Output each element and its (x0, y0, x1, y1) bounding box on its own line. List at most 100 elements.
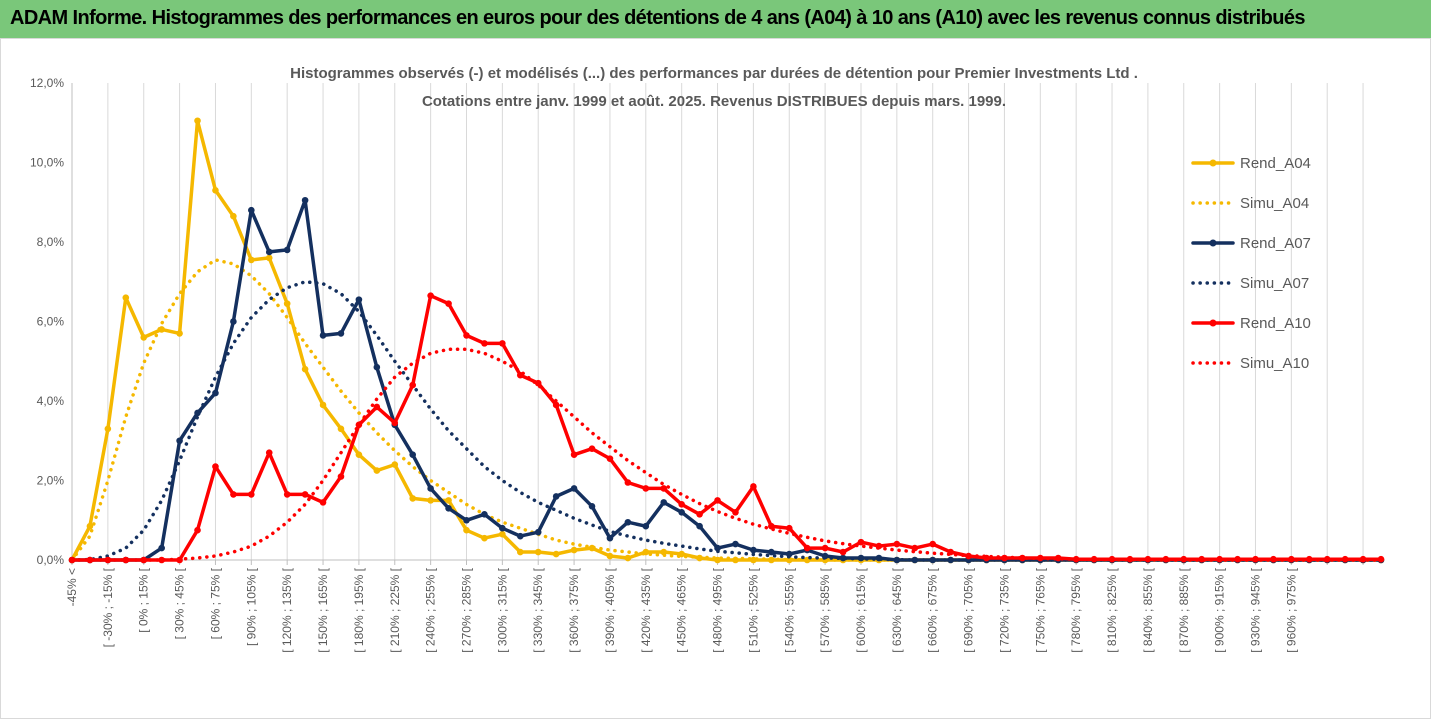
legend-item[interactable]: Rend_A10 (1191, 315, 1311, 332)
data-point (283, 246, 291, 254)
data-point (248, 256, 255, 264)
x-tick-label: [ 210% ; 225% [ (388, 567, 402, 652)
x-tick-label: [ 360% ; 375% [ (567, 567, 581, 652)
data-point (750, 546, 757, 554)
y-tick-label: 4,0% (37, 394, 65, 408)
legend-item[interactable]: Rend_A07 (1191, 235, 1311, 252)
data-point (732, 509, 739, 516)
x-tick-label: [ 510% ; 525% [ (746, 567, 760, 652)
data-point (248, 491, 255, 498)
data-point (409, 381, 416, 389)
data-point (194, 117, 201, 125)
data-point (319, 401, 327, 409)
data-point (732, 540, 739, 548)
legend-marker (1209, 239, 1217, 247)
y-tick-label: 6,0% (37, 315, 65, 329)
x-tick-label: [ 540% ; 555% [ (782, 567, 796, 652)
data-point (1126, 555, 1134, 563)
y-tick-label: 0,0% (37, 553, 65, 567)
series-line (70, 280, 1383, 562)
data-point (552, 493, 560, 500)
data-point (785, 556, 793, 564)
data-point (606, 552, 614, 560)
x-tick-label: [ 750% ; 765% [ (1033, 567, 1047, 652)
data-point (552, 550, 560, 558)
data-point (499, 340, 506, 347)
data-point (445, 505, 452, 512)
x-tick-label: [ 300% ; 315% [ (495, 567, 509, 652)
data-point (319, 332, 327, 339)
series-group (68, 117, 1385, 564)
data-point (355, 296, 363, 303)
x-tick-label: [ 690% ; 705% [ (962, 567, 976, 652)
x-tick-label: [ 900% ; 915% [ (1213, 567, 1227, 652)
data-point (570, 485, 578, 492)
data-point (499, 530, 506, 538)
x-tick-label: [ 810% ; 825% [ (1105, 567, 1119, 652)
series-line (70, 119, 1383, 562)
legend-item[interactable]: Simu_A07 (1191, 275, 1309, 292)
x-tick-label: [ 930% ; 945% [ (1248, 567, 1262, 652)
data-point (86, 522, 94, 530)
x-tick-label: [ 780% ; 795% [ (1069, 567, 1083, 652)
report-banner: ADAM Informe. Histogrammes des performan… (0, 0, 1431, 39)
data-point (660, 548, 668, 556)
data-point (355, 451, 363, 458)
y-tick-label: 8,0% (37, 235, 65, 249)
data-point (893, 540, 901, 548)
data-point (337, 330, 345, 337)
data-point (265, 449, 273, 456)
data-point (570, 546, 578, 554)
data-point (1377, 555, 1385, 563)
data-point (481, 510, 488, 518)
x-tick-label: [ -30% ; -15% [ (101, 567, 115, 647)
series-line (70, 347, 1383, 562)
data-point (678, 509, 685, 516)
legend-label: Rend_A04 (1240, 155, 1311, 172)
data-point (212, 463, 219, 470)
data-point (427, 485, 434, 492)
data-point (696, 510, 703, 518)
x-tick-label: [ 600% ; 615% [ (854, 567, 868, 652)
x-tick-label: [ 180% ; 195% [ (352, 567, 366, 652)
data-point (445, 497, 452, 504)
x-tick-label: [ 30% ; 45% [ (173, 567, 187, 639)
data-point (750, 483, 757, 490)
report-title: ADAM Informe. Histogrammes des performan… (10, 7, 1306, 29)
x-tick-label: [ 120% ; 135% [ (280, 567, 294, 652)
data-point (1090, 555, 1098, 563)
data-point (230, 491, 237, 498)
series-rend-a04 (68, 117, 1385, 564)
data-point (642, 485, 650, 492)
data-point (373, 363, 381, 371)
x-tick-label: -45% < (65, 568, 79, 606)
x-tick-label: [ 960% ; 975% [ (1284, 567, 1298, 652)
x-tick-label: [ 330% ; 345% [ (531, 567, 545, 652)
data-point (176, 330, 183, 337)
legend-item[interactable]: Rend_A04 (1191, 155, 1311, 172)
data-point (606, 455, 614, 462)
x-tick-label: [ 60% ; 75% [ (208, 567, 222, 639)
data-point (409, 495, 416, 502)
data-point (301, 196, 309, 204)
data-point (194, 526, 201, 534)
data-point (660, 499, 668, 506)
data-point (588, 445, 596, 453)
x-tick-label: [ 720% ; 735% [ (997, 567, 1011, 652)
data-point (1054, 554, 1062, 562)
data-point (803, 544, 811, 552)
series-simu-a10 (70, 347, 1383, 562)
legend-marker (1209, 319, 1217, 327)
legend-item[interactable]: Simu_A04 (1191, 195, 1309, 212)
data-point (230, 318, 237, 325)
data-point (463, 332, 470, 339)
series-line (70, 293, 1383, 562)
legend-item[interactable]: Simu_A10 (1191, 355, 1309, 372)
data-point (714, 544, 721, 552)
data-point (230, 212, 237, 220)
legend-label: Simu_A07 (1240, 275, 1309, 292)
grid-lines (71, 83, 1364, 560)
data-point (391, 419, 399, 427)
legend: Rend_A04 Simu_A04 Rend_A07 Simu_A07 Rend_A10… (1191, 155, 1311, 372)
